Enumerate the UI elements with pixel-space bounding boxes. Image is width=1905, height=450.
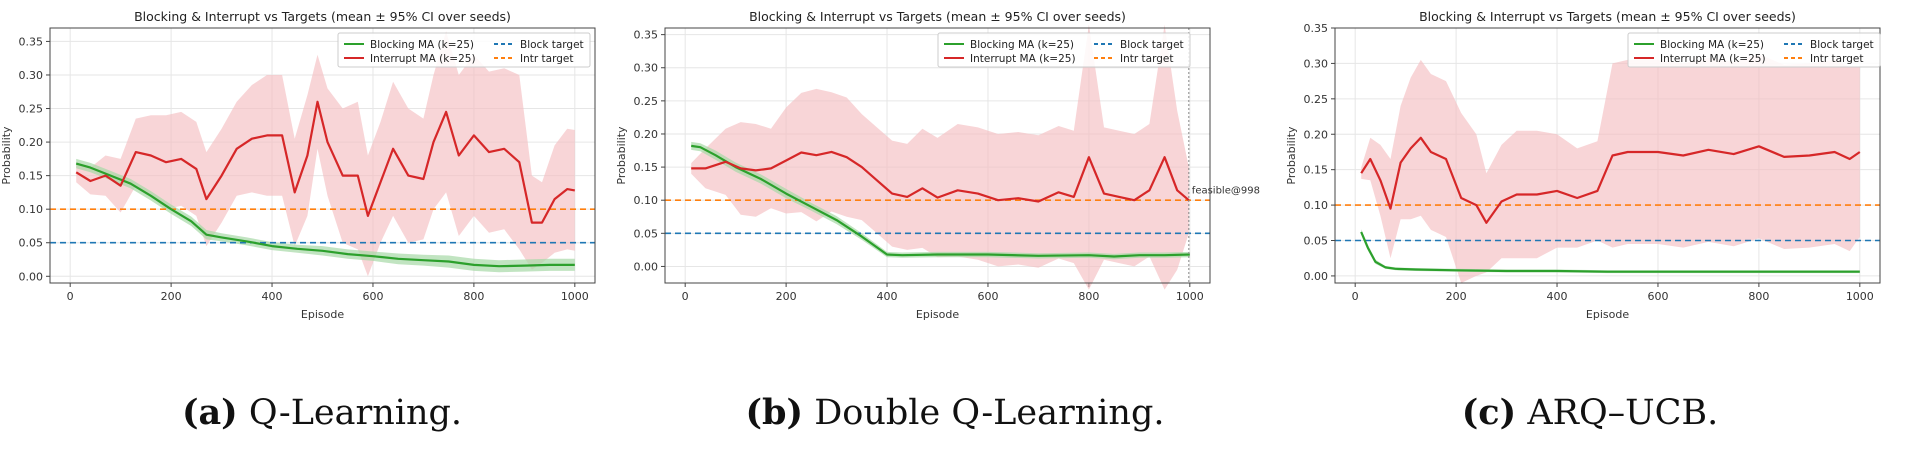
chart-title: Blocking & Interrupt vs Targets (mean ± … [1419,9,1796,24]
legend-block-target-label: Block target [1120,39,1184,51]
x-tick-label: 400 [262,290,283,303]
legend-blocking-label: Blocking MA (k=25) [370,39,474,51]
y-tick-label: 0.10 [19,203,44,216]
legend: Blocking MA (k=25) Interrupt MA (k=25) Blo… [337,32,591,68]
x-tick-label: 0 [1352,290,1359,303]
y-tick-label: 0.05 [634,227,659,240]
x-tick-label: 1000 [1176,290,1204,303]
interrupt-ci-band [691,24,1189,290]
x-tick-label: 0 [67,290,74,303]
x-tick-label: 200 [1446,290,1467,303]
x-tick-label: 200 [776,290,797,303]
y-tick-label: 0.10 [1304,199,1329,212]
caption-a-text: Q-Learning. [248,393,463,433]
x-tick-label: 0 [682,290,689,303]
legend-box [337,32,591,68]
x-axis-label: Episode [301,308,344,321]
blocking-line [1360,231,1860,273]
chart-title: Blocking & Interrupt vs Targets (mean ± … [134,9,511,24]
interrupt-line [691,150,1190,203]
interrupt-ci-band [76,31,575,277]
y-axis-label: Probability [0,126,13,185]
y-tick-label: 0.30 [634,62,659,75]
x-tick-label: 600 [1647,290,1668,303]
y-axis-label: Probability [1285,126,1298,185]
x-tick-label: 800 [463,290,484,303]
legend-interrupt-label: Interrupt MA (k=25) [370,53,476,65]
caption-a: (a) Q-Learning. [182,392,462,433]
y-tick-label: 0.25 [1304,93,1329,106]
x-tick-label: 400 [1547,290,1568,303]
y-tick-label: 0.05 [19,237,44,250]
y-tick-label: 0.20 [19,136,44,149]
legend-intr-target-label: Intr target [1810,53,1863,65]
y-tick-label: 0.30 [1304,57,1329,70]
feasible-annotation: feasible@998 [1192,186,1260,197]
y-tick-label: 0.15 [1304,164,1329,177]
legend: Blocking MA (k=25) Interrupt MA (k=25) Blo… [1627,32,1881,68]
y-tick-label: 0.20 [634,128,659,141]
x-tick-label: 600 [977,290,998,303]
interrupt-ci-band [1361,54,1860,284]
x-tick-label: 400 [877,290,898,303]
legend-blocking-label: Blocking MA (k=25) [970,39,1074,51]
x-tick-label: 600 [362,290,383,303]
legend-block-target-label: Block target [520,39,584,51]
x-axis-label: Episode [1586,308,1629,321]
legend-interrupt-label: Interrupt MA (k=25) [970,53,1076,65]
blocking-line [75,162,575,268]
y-tick-label: 0.00 [1304,270,1329,283]
legend-box [1627,32,1881,68]
x-tick-label: 800 [1078,290,1099,303]
legend-block-target-label: Block target [1810,39,1874,51]
x-tick-label: 800 [1748,290,1769,303]
plot-frame [1334,27,1881,284]
chart-panel-2: Blocking & Interrupt vs Targets (mean ± … [615,9,1260,321]
caption-b-text: Double Q-Learning. [814,393,1165,433]
y-tick-label: 0.35 [19,35,44,48]
legend: Blocking MA (k=25) Interrupt MA (k=25) Blo… [937,32,1191,68]
caption-b-label: (b) [745,392,804,433]
chart-title: Blocking & Interrupt vs Targets (mean ± … [749,9,1126,24]
y-tick-label: 0.10 [634,194,659,207]
y-tick-label: 0.00 [634,260,659,273]
x-tick-label: 1000 [561,290,589,303]
y-tick-label: 0.00 [19,270,44,283]
y-tick-label: 0.35 [1304,22,1329,35]
blocking-ci-band [76,158,575,273]
chart-panel-3: Blocking & Interrupt vs Targets (mean ± … [1285,9,1881,321]
caption-c-text: ARQ–UCB. [1527,393,1719,433]
legend-intr-target-label: Intr target [1120,53,1173,65]
y-axis-label: Probability [615,126,628,185]
x-tick-label: 1000 [1846,290,1874,303]
y-tick-label: 0.15 [19,170,44,183]
x-axis-label: Episode [916,308,959,321]
legend-interrupt-label: Interrupt MA (k=25) [1660,53,1766,65]
y-tick-label: 0.30 [19,69,44,82]
legend-blocking-label: Blocking MA (k=25) [1660,39,1764,51]
legend-intr-target-label: Intr target [520,53,573,65]
chart-panel-1: Blocking & Interrupt vs Targets (mean ± … [0,9,596,321]
plot-frame [49,27,596,284]
interrupt-line [1360,136,1861,224]
figure-canvas: Blocking & Interrupt vs Targets (mean ± … [0,9,1881,321]
caption-c-label: (c) [1461,392,1517,433]
caption-b: (b) Double Q-Learning. [745,392,1164,433]
y-tick-label: 0.35 [634,29,659,42]
interrupt-line [75,100,575,224]
y-tick-label: 0.25 [19,103,44,116]
y-tick-label: 0.25 [634,95,659,108]
y-tick-label: 0.05 [1304,235,1329,248]
legend-box [937,32,1191,68]
caption-c: (c) ARQ–UCB. [1462,392,1719,433]
plot-frame [664,27,1211,284]
caption-a-label: (a) [181,392,238,433]
y-tick-label: 0.20 [1304,128,1329,141]
x-tick-label: 200 [161,290,182,303]
y-tick-label: 0.15 [634,161,659,174]
